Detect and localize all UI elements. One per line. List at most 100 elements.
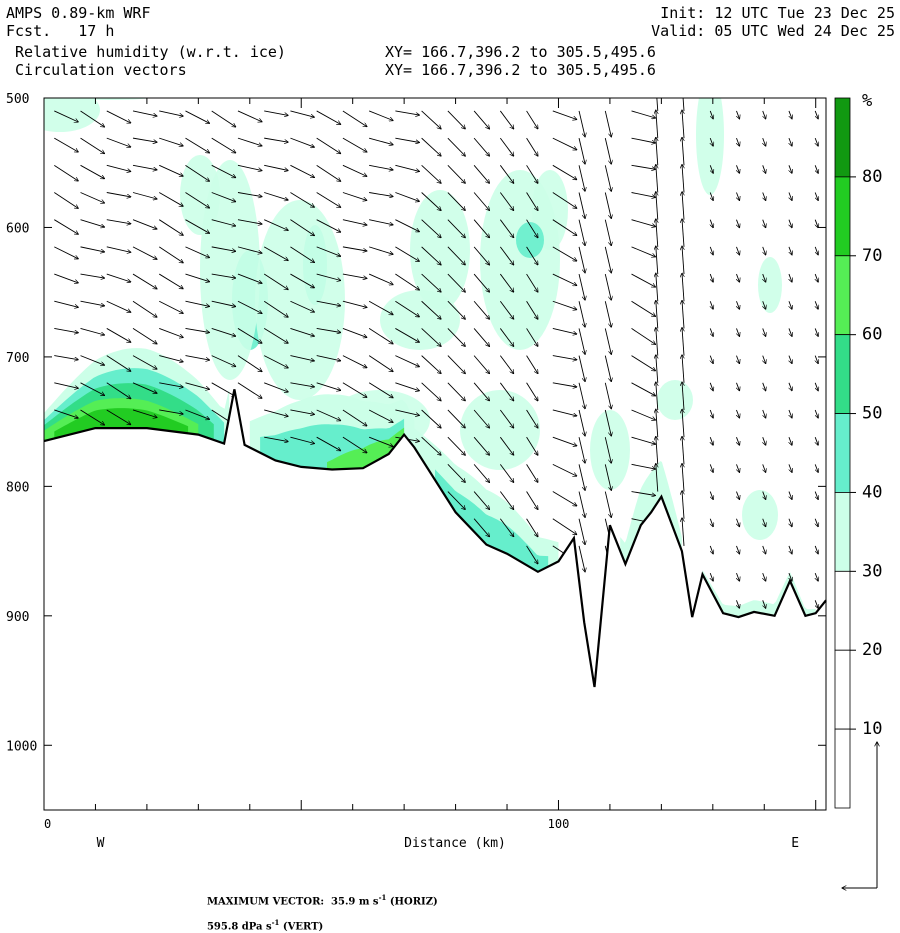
wind-vector <box>132 192 157 199</box>
wind-vector <box>578 246 585 273</box>
wind-vector <box>552 382 577 387</box>
wind-vector <box>815 219 818 228</box>
wind-vector <box>342 273 367 278</box>
wind-vector <box>395 192 419 202</box>
wind-vector <box>132 328 157 343</box>
wind-vector <box>763 273 766 282</box>
wind-vector <box>499 518 513 537</box>
max-vector-footer: MAXIMUM VECTOR: 35.9 m s-1 (HORIZ) 595.8… <box>200 882 438 933</box>
wind-vector <box>447 273 465 292</box>
wind-vector <box>710 165 713 173</box>
wind-vector <box>368 273 393 285</box>
wind-vector <box>578 518 585 545</box>
rh-band <box>327 427 405 470</box>
wind-vector <box>473 192 489 211</box>
wind-vector <box>682 464 684 492</box>
wind-vector <box>106 355 131 372</box>
wind-vector <box>682 328 684 356</box>
wind-vector <box>499 137 513 156</box>
wind-vector <box>499 192 513 211</box>
rh-band <box>435 469 549 572</box>
wind-vector <box>710 518 713 527</box>
wind-vector <box>815 246 818 255</box>
wind-vector <box>526 301 538 319</box>
wind-vector <box>815 165 818 173</box>
forecast-hour: Fcst. 17 h <box>6 22 115 40</box>
wind-vector <box>185 246 209 258</box>
wind-vector <box>421 110 441 129</box>
vector-name: Circulation vectors <box>6 61 187 79</box>
wind-vector <box>710 437 713 445</box>
wind-vector <box>132 137 157 142</box>
wind-vector <box>789 491 792 500</box>
wind-vector <box>132 273 157 289</box>
wind-vector <box>447 436 465 455</box>
wind-vector <box>185 192 209 208</box>
wind-vector <box>80 137 105 153</box>
wind-vector <box>789 382 792 391</box>
wind-vector <box>552 192 577 209</box>
wind-vector <box>342 164 367 176</box>
wind-vector <box>369 192 393 197</box>
wind-vector <box>473 110 489 129</box>
wind-vector <box>499 328 513 346</box>
wind-vector <box>526 409 538 428</box>
rh-blob <box>66 98 154 100</box>
wind-vector <box>656 409 658 438</box>
wind-vector <box>736 545 739 554</box>
wind-vector <box>710 355 713 364</box>
wind-vector <box>631 491 656 496</box>
x-axis-title: Distance (km) <box>404 836 506 851</box>
wind-vector <box>159 110 183 116</box>
wind-vector <box>421 192 441 211</box>
wind-vector <box>54 300 78 307</box>
terrain-fill <box>44 389 826 810</box>
wind-vector <box>526 464 538 482</box>
wind-vector <box>264 436 288 441</box>
wind-vector <box>789 301 792 309</box>
wind-vector <box>211 300 236 306</box>
wind-vector <box>263 273 288 290</box>
wind-vector <box>604 246 611 273</box>
wind-vector <box>80 382 105 396</box>
wind-vector <box>316 192 341 208</box>
wind-vector <box>106 409 131 425</box>
wind-vector <box>604 301 611 327</box>
wind-vector <box>263 246 288 261</box>
colorbar-segment <box>834 649 851 730</box>
wind-vector <box>447 192 465 211</box>
wind-vector <box>80 355 105 366</box>
wind-vector <box>264 219 288 231</box>
wind-vector <box>132 246 157 259</box>
wind-vector <box>710 572 713 581</box>
wind-vector <box>815 518 818 527</box>
wind-vector <box>499 409 513 428</box>
wind-vector <box>185 110 209 123</box>
wind-vector <box>132 355 157 369</box>
wind-vector <box>185 273 209 282</box>
wind-vector <box>237 328 262 343</box>
wind-vector <box>159 137 183 146</box>
wind-vector <box>263 328 288 343</box>
wind-vector <box>237 246 262 253</box>
wind-vector <box>552 463 577 476</box>
wind-vector <box>656 110 658 139</box>
rh-blob <box>380 290 460 350</box>
wind-vector <box>631 219 656 227</box>
wind-vector <box>263 355 288 368</box>
wind-vector <box>237 219 262 224</box>
rh-blob <box>516 222 544 258</box>
wind-vector <box>736 301 739 309</box>
wind-vector <box>185 300 209 306</box>
wind-vector <box>526 110 538 129</box>
wind-vector <box>54 382 78 389</box>
wind-vector <box>710 491 713 500</box>
wind-vector <box>631 328 656 344</box>
wind-vector <box>473 273 489 292</box>
wind-vector <box>499 355 513 374</box>
wind-vector <box>736 328 739 336</box>
wind-vector <box>185 137 209 153</box>
wind-vector <box>578 110 585 137</box>
colorbar-segment <box>834 97 851 178</box>
wind-vector <box>499 464 513 482</box>
